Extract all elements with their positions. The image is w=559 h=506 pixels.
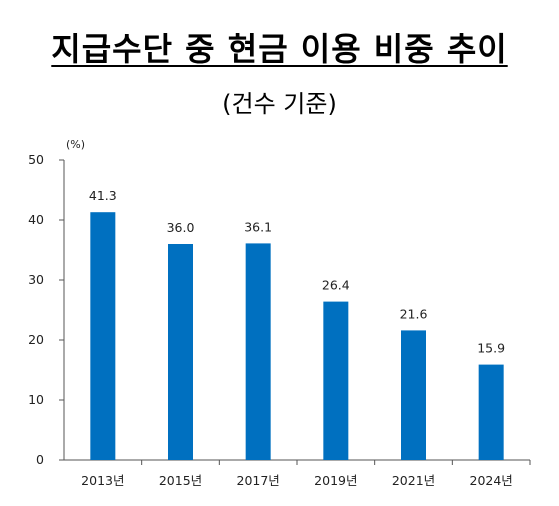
bar [90,212,116,460]
data-label: 26.4 [322,278,350,293]
bar [245,243,271,460]
chart-title-text: 지급수단 중 현금 이용 비중 추이 [51,30,508,68]
x-tick-label: 2013년 [81,473,124,488]
y-tick-label: 10 [28,392,44,407]
x-tick-label: 2017년 [237,473,280,488]
y-tick-label: 0 [36,452,44,467]
data-label: 36.1 [244,219,272,234]
y-unit-label: (%) [66,138,85,151]
y-tick-label: 50 [28,152,44,167]
y-tick-label: 30 [28,272,44,287]
data-label: 21.6 [400,306,428,321]
data-label: 41.3 [89,188,117,203]
data-label: 36.0 [167,220,195,235]
x-tick-label: 2021년 [392,473,435,488]
chart-title: 지급수단 중 현금 이용 비중 추이 [0,24,559,70]
chart-subtitle: (건수 기준) [222,90,337,118]
x-tick-label: 2024년 [470,473,513,488]
y-tick-label: 20 [28,332,44,347]
bar [478,364,504,460]
bar [323,301,349,460]
bar [168,244,193,460]
x-tick-label: 2015년 [159,473,202,488]
bar [401,330,426,460]
data-label: 15.9 [477,341,505,356]
x-tick-label: 2019년 [314,473,357,488]
y-tick-label: 40 [28,212,44,227]
